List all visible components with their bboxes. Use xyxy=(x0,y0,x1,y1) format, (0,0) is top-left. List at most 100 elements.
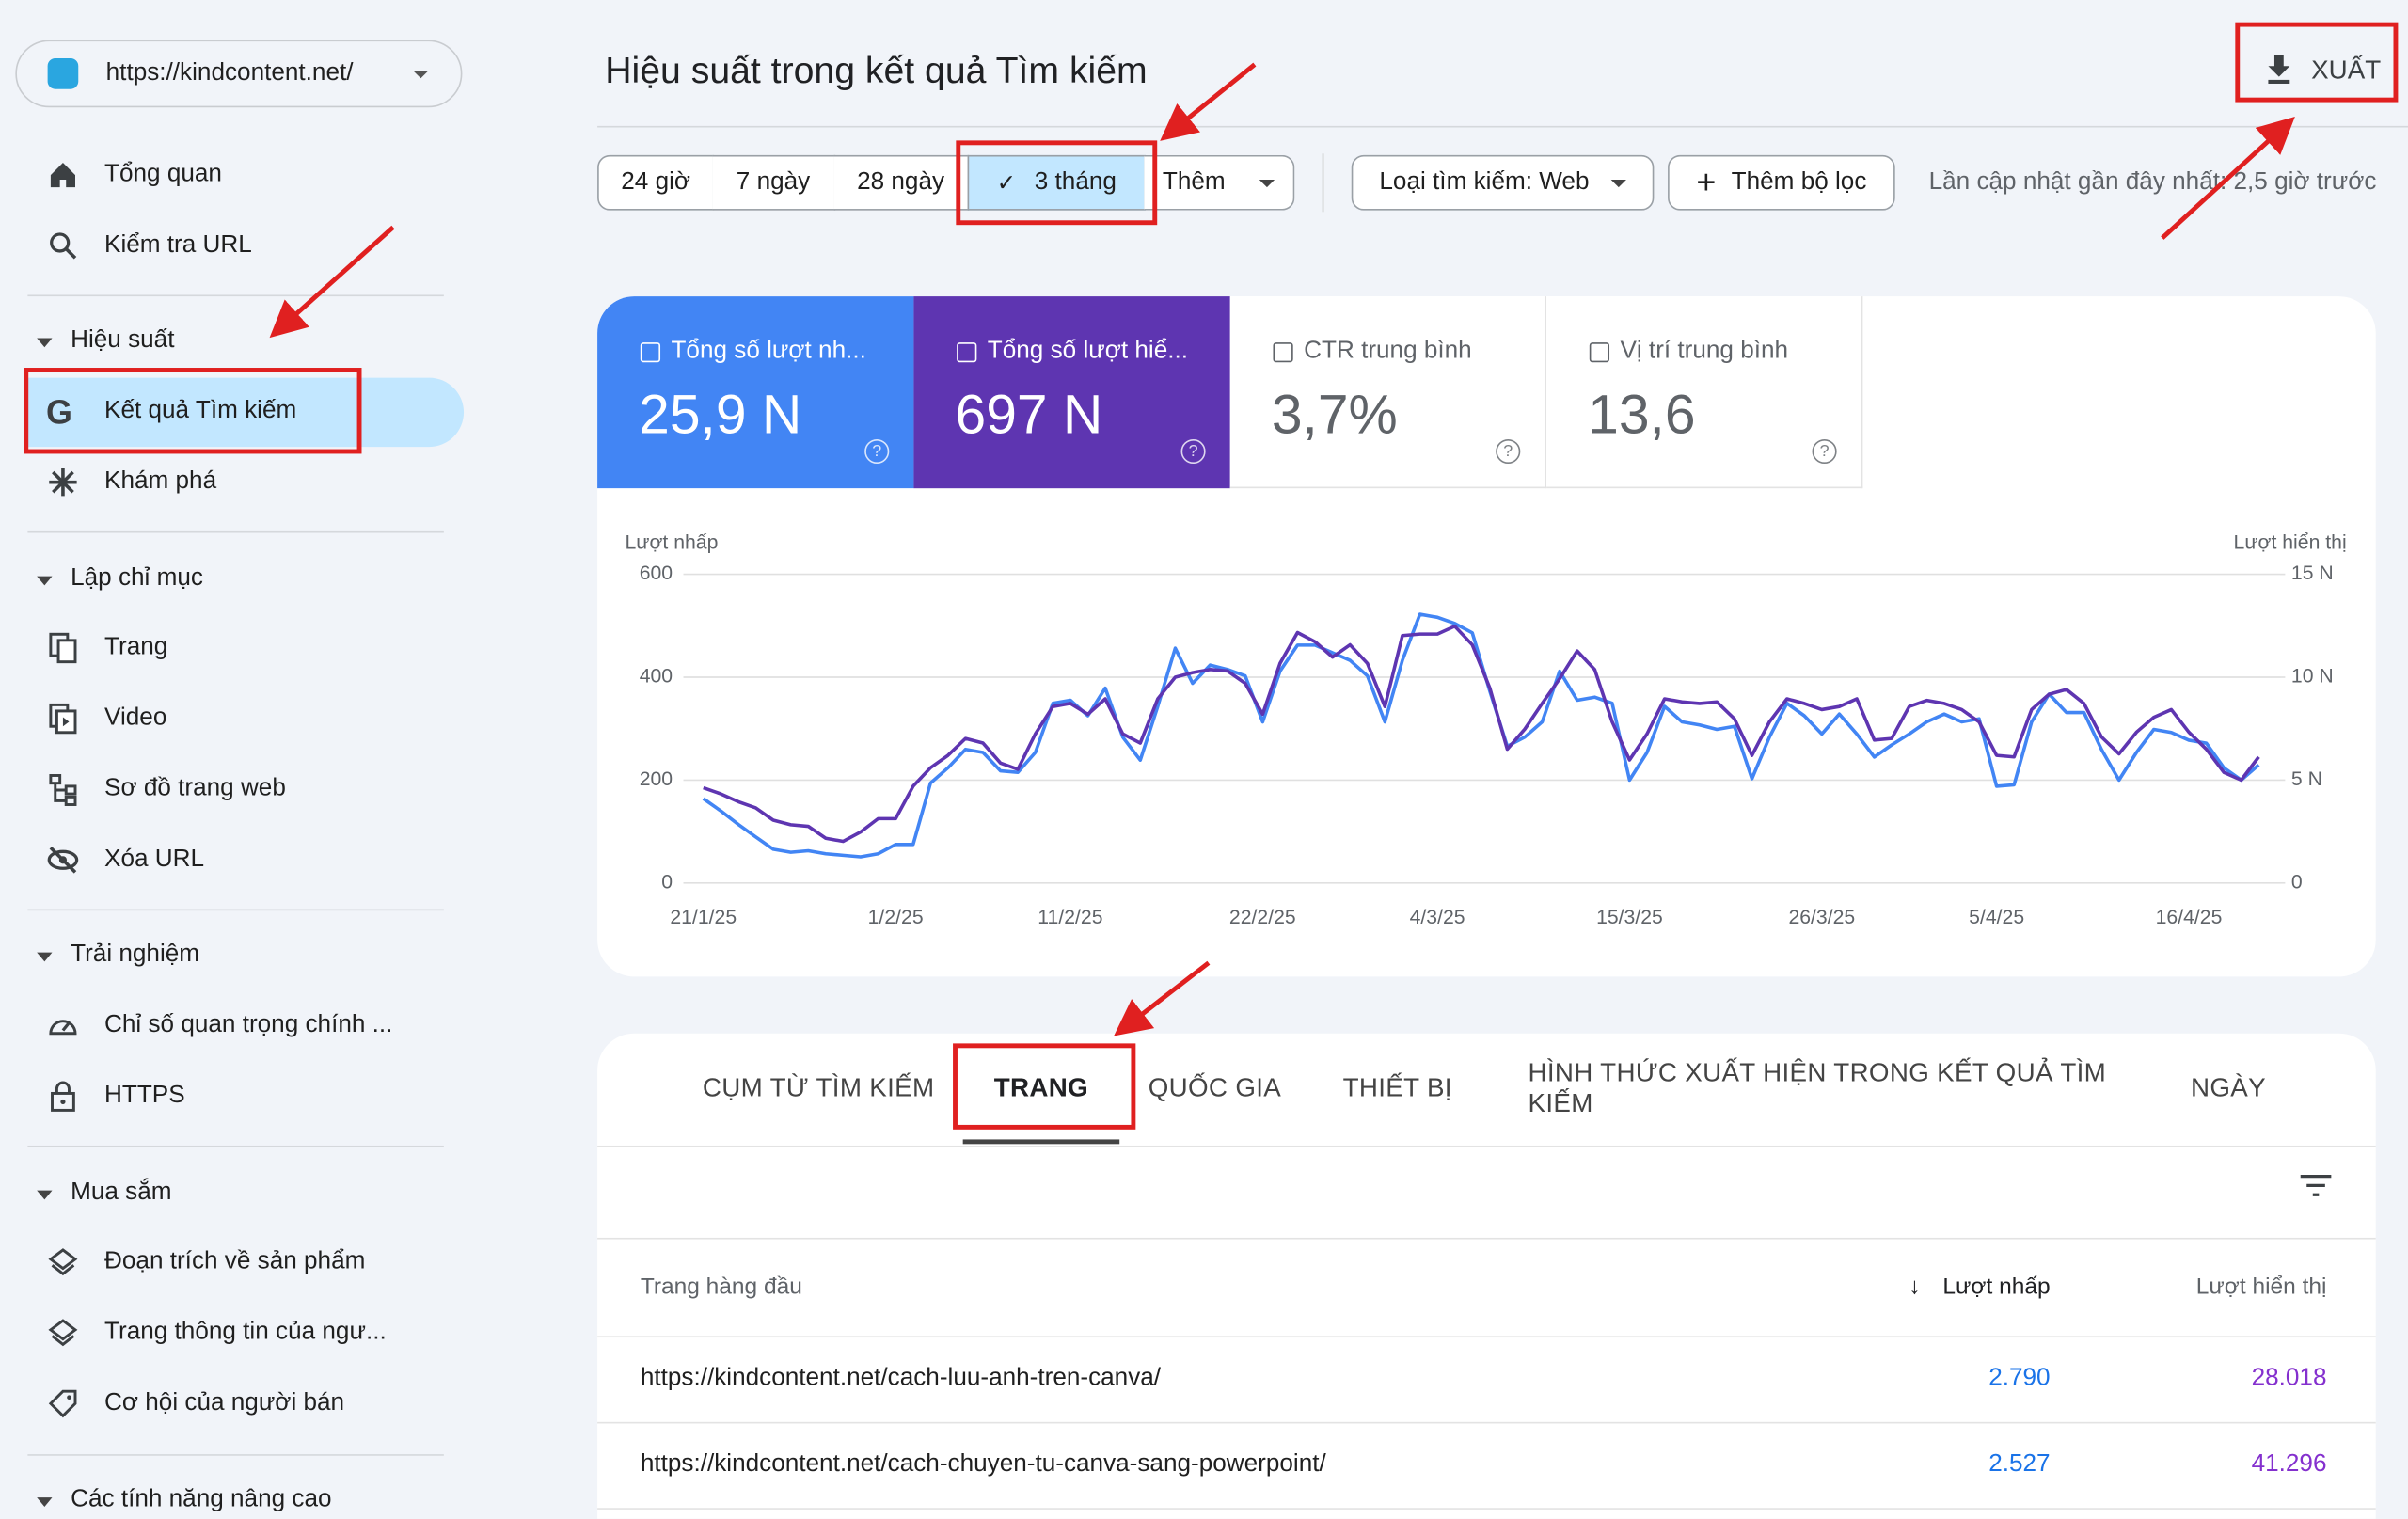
nav-section[interactable]: Hiệu suất xyxy=(71,326,175,354)
property-url: https://kindcontent.net/ xyxy=(105,59,354,87)
tab[interactable]: NGÀY xyxy=(2190,1073,2266,1103)
arrow xyxy=(1114,960,1211,1036)
google-icon: G xyxy=(45,392,72,432)
metric-label: Vị trí trung bình xyxy=(1620,338,1789,364)
page-url[interactable]: https://kindcontent.net/cach-luu-anh-tre… xyxy=(640,1365,1162,1392)
gauge-icon xyxy=(49,1020,77,1036)
nav-item[interactable]: Chỉ số quan trọng chính ... xyxy=(104,1011,393,1038)
property-selector[interactable]: https://kindcontent.net/ xyxy=(15,40,463,108)
nav-section[interactable]: Các tính năng nâng cao xyxy=(71,1486,332,1513)
add-filter-chip[interactable]: + Thêm bộ lọc xyxy=(1668,154,1895,211)
separator xyxy=(1322,153,1324,213)
download-icon xyxy=(2268,55,2290,84)
filter-icon[interactable] xyxy=(2299,1173,2333,1197)
highlight-box xyxy=(953,1043,1136,1130)
nav-section[interactable]: Lập chỉ mục xyxy=(71,564,203,592)
range-chip-active[interactable]: ✓ 3 tháng xyxy=(967,154,1146,211)
nav-item[interactable]: Sơ đồ trang web xyxy=(104,775,286,802)
nav-item[interactable]: HTTPS xyxy=(104,1083,185,1109)
metric-card[interactable]: Vị trí trung bình 13,6? xyxy=(1546,296,1863,489)
checkbox xyxy=(957,342,977,363)
tab-active[interactable]: TRANG xyxy=(993,1073,1089,1103)
column-header[interactable]: Lượt hiển thị xyxy=(2195,1274,2327,1301)
page-title: Hiệu suất trong kết quả Tìm kiếm xyxy=(605,50,1148,92)
nav-item[interactable]: Khám phá xyxy=(104,467,217,495)
metric-card[interactable]: CTR trung bình 3,7%? xyxy=(1229,296,1547,489)
range-chip[interactable]: Thêm xyxy=(1144,154,1295,211)
arrow xyxy=(2161,117,2295,240)
dropdown-arrow xyxy=(1259,179,1275,187)
tab[interactable]: QUỐC GIA xyxy=(1148,1073,1282,1103)
tab[interactable]: CỤM TỪ TÌM KIẾM xyxy=(702,1073,935,1103)
metric-card[interactable]: Tổng số lượt hiể... 697 N? xyxy=(913,296,1230,489)
y2-axis-label: Lượt hiển thị xyxy=(2234,532,2347,554)
range-chip[interactable]: 7 ngày xyxy=(712,154,836,211)
impressions: 41.296 xyxy=(2251,1450,2327,1478)
divider xyxy=(27,530,444,533)
x-tick-label: 15/3/25 xyxy=(1596,907,1663,928)
divider xyxy=(597,1237,2376,1240)
range-chip[interactable]: 28 ngày xyxy=(833,154,970,211)
nav-section[interactable]: Trải nghiệm xyxy=(71,941,200,968)
metric-card[interactable]: Tổng số lượt nh... 25,9 N? xyxy=(597,296,914,489)
y2-tick-label: 15 N xyxy=(2291,562,2334,584)
arrow xyxy=(1160,62,1257,141)
x-tick-label: 26/3/25 xyxy=(1788,907,1855,928)
y-tick-label: 0 xyxy=(661,871,673,893)
search-type-chip[interactable]: Loại tìm kiếm: Web xyxy=(1351,154,1655,211)
check-icon: ✓ xyxy=(996,170,1017,197)
collapse-arrow xyxy=(37,576,53,586)
impressions: 28.018 xyxy=(2251,1365,2327,1392)
highlight-box xyxy=(956,140,1158,226)
chip-label: 28 ngày xyxy=(857,168,945,196)
tab[interactable]: HÌNH THỨC XUẤT HIỆN TRONG KẾT QUẢ TÌM KI… xyxy=(1528,1057,2107,1118)
plus-icon: + xyxy=(1696,163,1717,201)
table-panel xyxy=(597,1033,2376,1519)
tab-underline xyxy=(962,1139,1120,1145)
divider xyxy=(27,1454,444,1456)
sitemap-icon xyxy=(49,774,77,806)
checkbox xyxy=(640,342,661,363)
divider xyxy=(597,1145,2376,1147)
x-tick-label: 4/3/25 xyxy=(1410,907,1465,928)
nav-item[interactable]: Xóa URL xyxy=(104,846,205,873)
discover-icon xyxy=(49,467,77,497)
sort-arrow[interactable]: ↓ xyxy=(1909,1274,1921,1301)
x-tick-label: 16/4/25 xyxy=(2156,907,2223,928)
divider xyxy=(597,1336,2376,1338)
divider xyxy=(597,1508,2376,1510)
dropdown-arrow xyxy=(1610,179,1626,187)
highlight-box xyxy=(24,368,362,454)
metric-label: Tổng số lượt hiể... xyxy=(987,338,1189,364)
nav-item[interactable]: Trang thông tin của ngư... xyxy=(104,1319,387,1346)
clicks: 2.790 xyxy=(1988,1365,2051,1392)
x-tick-label: 21/1/25 xyxy=(670,907,737,928)
remove-icon xyxy=(47,846,79,874)
nav-item[interactable]: Kết quả Tìm kiếm xyxy=(104,397,297,424)
divider xyxy=(27,294,444,297)
y-tick-label: 200 xyxy=(640,768,673,790)
y-tick-label: 600 xyxy=(640,562,673,584)
nav-item[interactable]: Đoạn trích về sản phẩm xyxy=(104,1248,366,1275)
nav-item[interactable]: Video xyxy=(104,704,167,732)
page-url[interactable]: https://kindcontent.net/cach-chuyen-tu-c… xyxy=(640,1450,1326,1478)
page-icon xyxy=(49,632,77,664)
column-header: Trang hàng đầu xyxy=(640,1274,802,1301)
nav-item[interactable]: Cơ hội của người bán xyxy=(104,1389,345,1416)
column-header[interactable]: Lượt nhấp xyxy=(1942,1274,2051,1301)
last-update: Lần cập nhật gần đây nhất: 2,5 giờ trước xyxy=(1928,168,2377,196)
search-icon xyxy=(50,232,77,260)
range-chip[interactable]: 24 giờ xyxy=(597,154,715,211)
tab[interactable]: THIẾT BỊ xyxy=(1342,1073,1452,1103)
metric-value: 13,6 xyxy=(1588,382,1696,446)
nav-section[interactable]: Mua sắm xyxy=(71,1179,172,1206)
checkbox xyxy=(1589,342,1610,363)
nav-item[interactable]: Tổng quan xyxy=(104,161,222,188)
x-tick-label: 1/2/25 xyxy=(868,907,924,928)
nav-item[interactable]: Kiểm tra URL xyxy=(104,231,252,259)
divider xyxy=(597,1421,2376,1424)
nav-item[interactable]: Trang xyxy=(104,634,168,661)
tag-icon xyxy=(48,1389,77,1418)
home-icon xyxy=(50,163,75,188)
